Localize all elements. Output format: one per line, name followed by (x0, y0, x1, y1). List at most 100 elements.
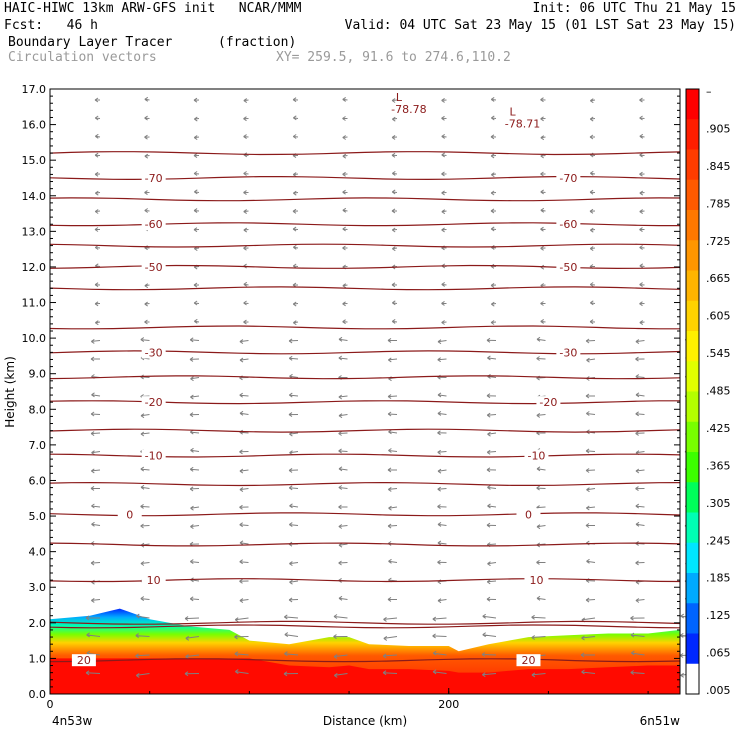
contour-label: -10 (145, 450, 163, 463)
wind-vector (85, 615, 101, 621)
wind-vector (491, 172, 497, 178)
wind-vector (487, 561, 497, 567)
contour-label-bg (536, 396, 561, 409)
wind-vector (391, 318, 398, 324)
wind-vector (585, 523, 595, 528)
contour-label-bg (117, 508, 142, 521)
colorbar: – .905 .845 .785 .725 .665 .605 .545 .485 .425 .36… (685, 85, 731, 697)
wind-vector (86, 632, 101, 638)
wind-vector (189, 412, 200, 418)
wind-vector (144, 96, 150, 102)
y-tick-label: 10.0 (22, 332, 47, 345)
wind-vector (342, 171, 348, 177)
wind-vector (85, 670, 101, 676)
wind-vector (144, 153, 150, 159)
wind-vector (234, 651, 249, 657)
wind-vector (639, 245, 645, 250)
colorbar-label: – (706, 85, 712, 98)
y-tick-label: 17.0 (22, 83, 47, 96)
wind-vector (95, 320, 101, 326)
colorbar-label: .305 (706, 497, 731, 510)
wind-vector (487, 431, 497, 437)
wind-vector (486, 449, 497, 455)
wind-vector (338, 504, 348, 510)
colorbar-label: .185 (706, 572, 731, 585)
colorbar-swatch (686, 89, 699, 120)
colorbar-label: .005 (706, 684, 731, 697)
colorbar-frame (685, 88, 700, 695)
wind-vector (91, 579, 101, 585)
contour-line (49, 620, 681, 625)
wind-vector (437, 468, 447, 474)
wind-vector (437, 392, 447, 398)
wind-vector (441, 190, 447, 196)
contour-label-bg (141, 218, 166, 231)
wind-vector (189, 466, 200, 472)
wind-vector (590, 300, 596, 306)
wind-vector (392, 300, 398, 306)
wind-vector (490, 226, 497, 232)
wind-vector (288, 485, 299, 491)
wind-vector (293, 320, 299, 326)
wind-vector (437, 410, 447, 416)
wind-vector (140, 431, 150, 437)
wind-vector (639, 152, 645, 158)
wind-vector (338, 448, 348, 454)
wind-vector (536, 595, 546, 601)
wind-vector (243, 209, 249, 215)
wind-vector (531, 614, 546, 620)
y-tick-label: 13.0 (22, 225, 47, 238)
contour-line (49, 428, 681, 433)
wind-vector (292, 226, 299, 232)
wind-vector (490, 263, 497, 269)
contour-label-bg (556, 218, 581, 231)
wind-vector (190, 394, 200, 400)
wind-vector (486, 393, 497, 399)
wind-vector (639, 209, 645, 215)
wind-vector (589, 189, 596, 195)
contour-label-bg (71, 654, 96, 667)
wind-vector (441, 227, 447, 233)
contour-label: -30 (145, 346, 163, 359)
wind-vector (388, 429, 398, 435)
wind-vector (190, 447, 200, 453)
wind-vector (94, 97, 100, 103)
wind-vector (342, 96, 348, 102)
contour-label: -30 (559, 346, 577, 359)
wind-vector (289, 392, 299, 398)
wind-vector (342, 189, 348, 195)
wind-vector (289, 561, 299, 567)
wind-vector (392, 246, 398, 252)
wind-vector (289, 522, 299, 528)
colorbar-label: .485 (706, 385, 731, 398)
wind-vector (586, 487, 596, 493)
wind-vector (194, 189, 200, 195)
wind-vector (490, 282, 497, 288)
wind-vector (630, 670, 645, 675)
wind-vector (639, 115, 645, 121)
wind-vector (391, 227, 398, 233)
wind-vector (333, 614, 348, 619)
wind-vector (490, 190, 497, 196)
wind-vector (189, 596, 200, 602)
colorbar-swatch (686, 421, 699, 453)
wind-vector (144, 208, 150, 213)
contour-label-bg (516, 654, 541, 667)
wind-vector (292, 172, 299, 178)
wind-vector (144, 115, 150, 121)
wind-vector (338, 524, 348, 529)
y-tick-label: 11.0 (22, 297, 47, 310)
wind-vector (630, 632, 645, 638)
low-marker: L (396, 91, 403, 104)
wind-vector (437, 357, 447, 363)
wind-vector (391, 152, 398, 158)
wind-vector (136, 672, 150, 678)
contour-label-bg (141, 449, 166, 462)
wind-vector (239, 559, 249, 565)
y-tick-label: 8.0 (29, 403, 47, 416)
wind-vector (91, 468, 101, 474)
wind-vector (342, 301, 348, 307)
wind-vector (388, 486, 398, 492)
colorbar-label: .785 (706, 197, 731, 210)
wind-vector (239, 410, 249, 416)
